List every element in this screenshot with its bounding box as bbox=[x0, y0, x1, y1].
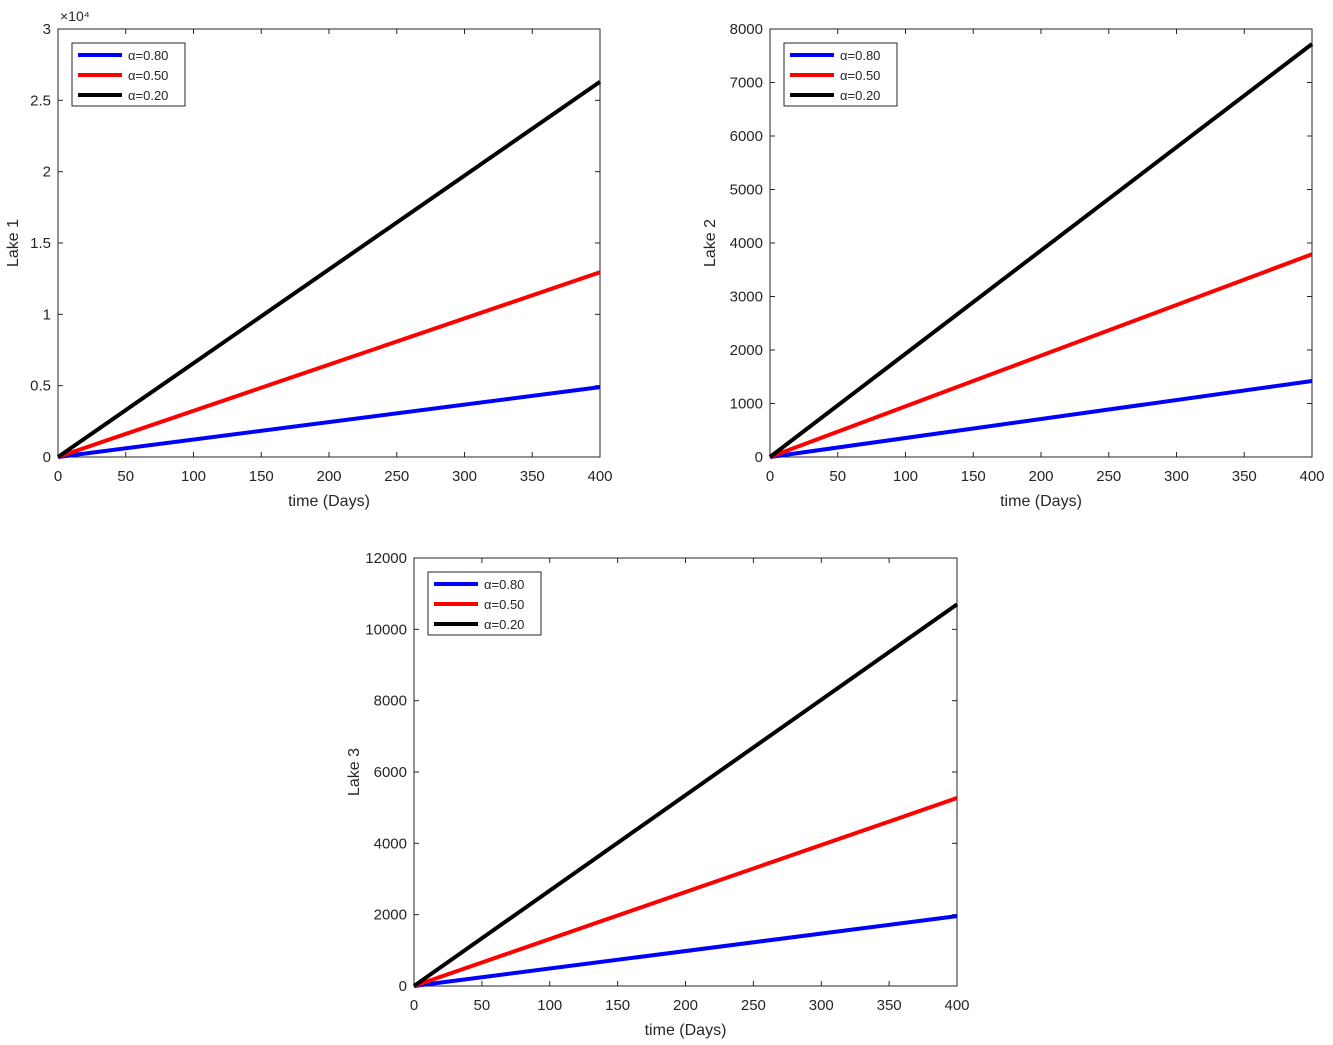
y-tick-label: 3000 bbox=[730, 289, 763, 306]
x-tick-label: 150 bbox=[605, 997, 630, 1014]
y-tick-label: 4000 bbox=[730, 235, 763, 252]
y-tick-label: 8000 bbox=[730, 21, 763, 38]
x-tick-label: 250 bbox=[1096, 468, 1121, 485]
legend: α=0.80 α=0.50 α=0.20 bbox=[783, 42, 898, 107]
series-line-1 bbox=[57, 270, 601, 459]
x-tick-label: 300 bbox=[809, 997, 834, 1014]
x-axis-label: time (Days) bbox=[1000, 493, 1082, 510]
x-axis-label: time (Days) bbox=[288, 493, 370, 510]
x-tick-label: 400 bbox=[587, 468, 612, 485]
legend-entry: α=0.80 bbox=[128, 48, 168, 63]
x-tick-label: 400 bbox=[944, 997, 969, 1014]
y-tick-label: 0 bbox=[399, 978, 407, 995]
x-tick-label: 100 bbox=[537, 997, 562, 1014]
x-tick-label: 300 bbox=[452, 468, 477, 485]
y-tick-label: 2000 bbox=[730, 342, 763, 359]
x-tick-label: 150 bbox=[961, 468, 986, 485]
series-line-0 bbox=[413, 914, 958, 988]
series-line-1 bbox=[413, 796, 958, 988]
y-tick-label: 6000 bbox=[730, 128, 763, 145]
legend-entry: α=0.20 bbox=[484, 617, 524, 632]
x-tick-label: 100 bbox=[893, 468, 918, 485]
y-tick-label: 6000 bbox=[374, 764, 407, 781]
y-tick-label: 0 bbox=[43, 449, 51, 466]
x-tick-label: 50 bbox=[829, 468, 846, 485]
series-line-2 bbox=[56, 80, 602, 459]
legend-entry: α=0.20 bbox=[128, 88, 168, 103]
y-tick-label: 5000 bbox=[730, 182, 763, 199]
legend-entry: α=0.80 bbox=[484, 577, 524, 592]
legend: α=0.80 α=0.50 α=0.20 bbox=[71, 42, 186, 107]
legend: α=0.80 α=0.50 α=0.20 bbox=[427, 571, 542, 636]
x-tick-label: 350 bbox=[1232, 468, 1257, 485]
legend-entry: α=0.50 bbox=[484, 597, 524, 612]
legend-entry: α=0.80 bbox=[840, 48, 880, 63]
x-tick-label: 200 bbox=[316, 468, 341, 485]
x-tick-label: 350 bbox=[877, 997, 902, 1014]
y-tick-label: 1.5 bbox=[30, 235, 51, 252]
x-axis-label: time (Days) bbox=[645, 1022, 727, 1039]
y-axis-label: Lake 1 bbox=[5, 219, 22, 267]
x-tick-label: 200 bbox=[1028, 468, 1053, 485]
series-line-2 bbox=[768, 42, 1314, 459]
y-tick-label: 1000 bbox=[730, 396, 763, 413]
y-tick-label: 0.5 bbox=[30, 378, 51, 395]
series-line-1 bbox=[769, 252, 1313, 459]
legend-entry: α=0.20 bbox=[840, 88, 880, 103]
series-line-0 bbox=[769, 379, 1313, 459]
y-axis-label: Lake 3 bbox=[346, 748, 363, 796]
x-tick-label: 250 bbox=[384, 468, 409, 485]
y-axis-multiplier: ×10⁴ bbox=[60, 8, 90, 24]
y-tick-label: 2 bbox=[43, 164, 51, 181]
y-axis-label: Lake 2 bbox=[702, 219, 719, 267]
y-tick-label: 2.5 bbox=[30, 92, 51, 109]
x-tick-label: 0 bbox=[766, 468, 774, 485]
chart-lake1: 0 50 100 150 200 250 300 350 400 0 0.5 1 1.5 2 2.5 3 ×10… bbox=[5, 8, 613, 510]
y-tick-label: 12000 bbox=[365, 550, 407, 567]
y-tick-label: 10000 bbox=[365, 621, 407, 638]
series-line-0 bbox=[57, 385, 601, 459]
chart-lake2: 0 50 100 150 200 250 300 350 4000100020003000400… bbox=[702, 21, 1325, 510]
y-tick-label: 3 bbox=[43, 21, 51, 38]
x-tick-label: 300 bbox=[1164, 468, 1189, 485]
x-tick-label: 50 bbox=[117, 468, 134, 485]
y-tick-label: 4000 bbox=[374, 835, 407, 852]
series-line-2 bbox=[412, 602, 959, 988]
y-tick-label: 0 bbox=[755, 449, 763, 466]
legend-entry: α=0.50 bbox=[840, 68, 880, 83]
y-tick-label: 1 bbox=[43, 306, 51, 323]
y-tick-label: 2000 bbox=[374, 907, 407, 924]
x-tick-label: 100 bbox=[181, 468, 206, 485]
x-tick-label: 250 bbox=[741, 997, 766, 1014]
legend-entry: α=0.50 bbox=[128, 68, 168, 83]
x-tick-label: 150 bbox=[249, 468, 274, 485]
x-tick-label: 50 bbox=[474, 997, 491, 1014]
x-tick-label: 200 bbox=[673, 997, 698, 1014]
x-tick-label: 0 bbox=[410, 997, 418, 1014]
y-tick-label: 8000 bbox=[374, 693, 407, 710]
x-tick-label: 400 bbox=[1299, 468, 1324, 485]
x-tick-label: 350 bbox=[520, 468, 545, 485]
y-tick-label: 7000 bbox=[730, 75, 763, 92]
x-tick-label: 0 bbox=[54, 468, 62, 485]
chart-lake3: 0 50 100 150 200 250 300 350 4000200040006000800… bbox=[346, 550, 970, 1039]
